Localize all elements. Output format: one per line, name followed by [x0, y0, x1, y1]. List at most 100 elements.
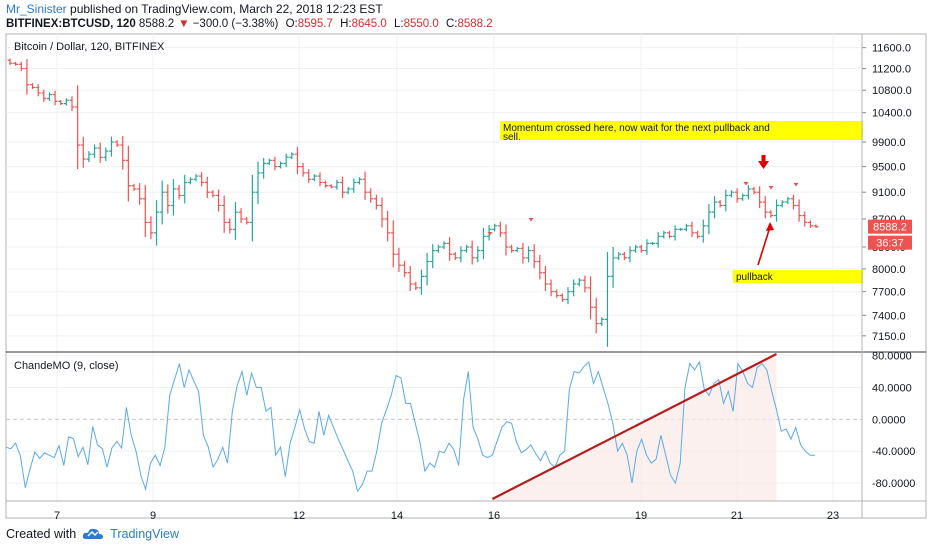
ohlc-bar	[712, 196, 718, 219]
oscillator-pane[interactable]	[5, 353, 815, 501]
ohlc-bar	[35, 84, 41, 97]
ohlc-bar	[24, 59, 30, 95]
publisher-line: Mr_Sinister published on TradingView.com…	[6, 2, 493, 17]
ohlc-bar	[356, 177, 362, 185]
annotation-box[interactable]	[733, 270, 863, 283]
ohlc-bar	[278, 161, 284, 169]
ohlc-bar	[751, 186, 757, 195]
down-arrow-icon: ▼	[178, 18, 190, 30]
ohlc-bar	[548, 279, 554, 297]
ohlc-bar	[616, 252, 622, 261]
ohlc-bar	[683, 223, 689, 232]
ohlc-bar	[379, 197, 385, 228]
ohlc-bar	[497, 221, 503, 238]
fractal-marker	[768, 186, 774, 190]
ohlc-bar	[402, 260, 408, 278]
close-value: 8588.2	[457, 18, 493, 30]
high-label: H:	[340, 18, 352, 30]
ohlc-bar	[232, 202, 238, 240]
ohlc-bar	[46, 92, 52, 101]
trendline[interactable]	[491, 353, 777, 500]
price-tick-label: 7400.0	[872, 310, 906, 322]
tradingview-brand-link[interactable]: TradingView	[110, 527, 179, 541]
ohlc-bar	[13, 61, 19, 66]
ohlc-bar	[283, 153, 289, 168]
annotation-box[interactable]	[500, 121, 863, 140]
username-link[interactable]: Mr_Sinister	[6, 2, 67, 16]
chandemo-series-line[interactable]	[5, 360, 815, 493]
osc-tick-label: -80.0000	[872, 478, 915, 490]
ohlc-bar	[807, 220, 813, 228]
time-tick-label: 12	[293, 510, 305, 522]
price-tick-label: 10800.0	[872, 85, 912, 97]
ohlc-bar	[413, 281, 419, 291]
ohlc-bar	[311, 174, 317, 182]
ohlc-bar	[154, 200, 160, 246]
ohlc-bar	[266, 158, 272, 166]
ohlc-bar	[340, 176, 346, 199]
ohlc-bar	[272, 156, 278, 171]
ohlc-bar	[221, 195, 227, 233]
ohlc-bar	[306, 169, 312, 184]
ohlc-bar	[159, 180, 165, 225]
ohlc-bar	[509, 244, 515, 253]
ohlc-bar	[610, 247, 616, 288]
ohlc-bar	[125, 145, 131, 202]
ohlc-bar	[728, 190, 734, 198]
ohlc-bar	[582, 275, 588, 293]
ohlc-bar	[41, 89, 47, 102]
time-tick-label: 23	[827, 510, 839, 522]
price-pane[interactable]: Momentum crossed here, now wait for the …	[7, 58, 864, 347]
ohlc-bar	[740, 193, 746, 201]
ohlc-bar	[294, 146, 300, 175]
time-tick-label: 21	[731, 510, 743, 522]
down-arrow-icon	[758, 161, 769, 169]
ohlc-bar	[317, 172, 323, 187]
ohlc-bar	[458, 246, 464, 263]
osc-tick-label: 0.0000	[872, 414, 906, 426]
cloud-icon	[82, 528, 104, 539]
time-tick-label: 7	[54, 510, 60, 522]
ohlc-bar	[475, 246, 481, 263]
ohlc-bar	[571, 279, 577, 297]
ohlc-bar	[672, 225, 678, 241]
ohlc-bar	[430, 244, 436, 269]
ohlc-bar	[334, 179, 340, 190]
price-tick-label: 11600.0	[872, 43, 911, 55]
ohlc-bar	[244, 216, 250, 225]
ohlc-bar	[734, 188, 740, 203]
countdown-label: 36:37	[876, 238, 904, 250]
ohlc-bar	[779, 200, 785, 208]
ohlc-bar	[492, 223, 498, 232]
ohlc-bar	[666, 230, 672, 239]
close-label: C:	[445, 18, 458, 30]
price-tick-label: 11200.0	[872, 64, 911, 76]
ohlc-bar	[723, 189, 729, 212]
ohlc-bar	[599, 316, 605, 326]
ohlc-bar	[86, 151, 92, 163]
ohlc-bar	[238, 208, 244, 224]
ohlc-bar	[638, 244, 644, 253]
price-tick-label: 9500.0	[872, 162, 906, 174]
osc-tick-label: 80.0000	[872, 351, 912, 363]
ohlc-bar	[137, 183, 143, 205]
ohlc-bar	[435, 244, 441, 253]
ohlc-bar	[503, 224, 509, 256]
ohlc-bar	[768, 210, 774, 218]
ohlc-bar	[695, 230, 701, 239]
ohlc-bar	[813, 224, 819, 229]
ohlc-bar	[480, 227, 486, 260]
ohlc-bar	[328, 184, 334, 189]
ohlc-bar	[678, 227, 684, 231]
ohlc-bar	[176, 185, 182, 200]
footer: Created with TradingView	[6, 527, 179, 541]
ohlc-bar	[396, 247, 402, 272]
ohlc-bar	[30, 83, 36, 90]
ohlc-bar	[559, 293, 565, 302]
ohlc-bar	[418, 269, 424, 295]
ohlc-bar	[689, 221, 695, 238]
open-label: O:	[285, 18, 298, 30]
open-value: 8595.7	[297, 18, 333, 30]
ohlc-bar	[407, 265, 413, 291]
